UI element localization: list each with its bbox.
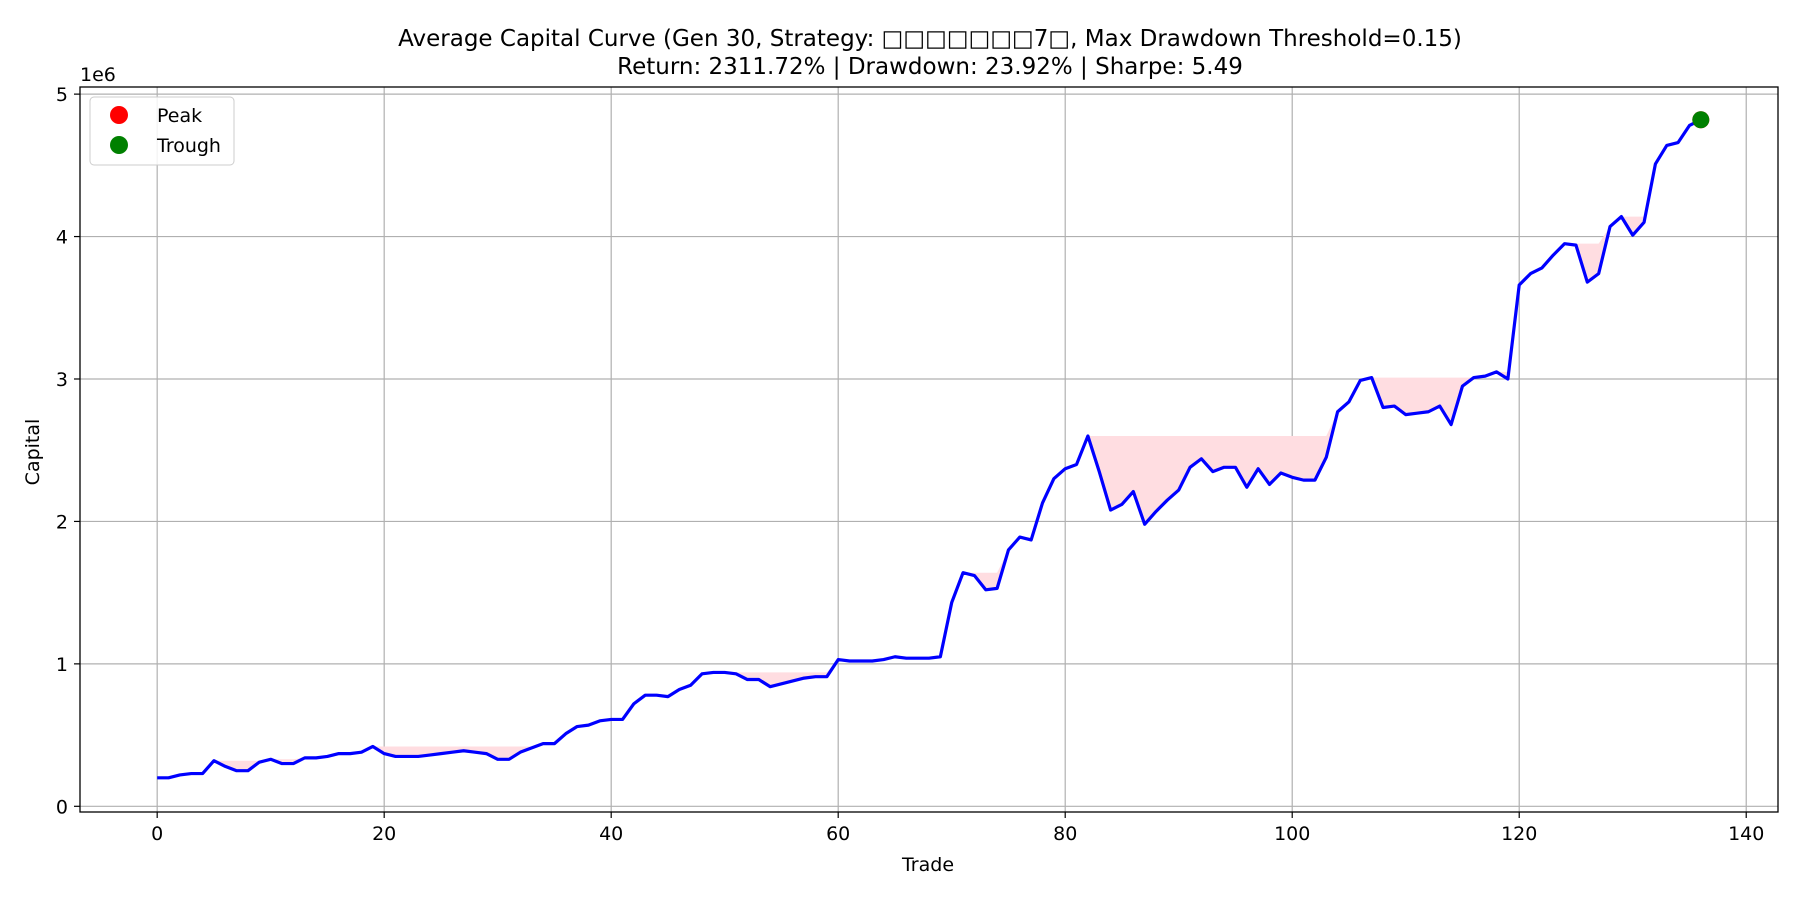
grid [80, 87, 1778, 812]
y-tick-label: 2 [56, 511, 68, 533]
y-axis-ticks: 0 1 2 3 4 5 [56, 84, 80, 818]
trough-marker [1692, 111, 1710, 129]
y-offset-label: 1e6 [80, 64, 116, 86]
capital-line-layer [157, 118, 1702, 780]
plot-area [79, 86, 1779, 813]
x-tick-label: 100 [1274, 823, 1310, 845]
x-tick-label: 40 [599, 823, 623, 845]
legend-trough-label: Trough [156, 135, 221, 157]
capital-line [157, 118, 1702, 780]
x-tick-label: 120 [1501, 823, 1537, 845]
x-tick-label: 0 [151, 823, 163, 845]
y-tick-label: 5 [56, 84, 68, 106]
peak-trough-markers [1692, 111, 1710, 129]
x-tick-label: 60 [826, 823, 850, 845]
legend-peak-label: Peak [157, 105, 202, 127]
x-axis-label: Trade [901, 854, 954, 876]
x-tick-label: 80 [1053, 823, 1077, 845]
x-tick-label: 140 [1728, 823, 1764, 845]
y-tick-label: 3 [56, 369, 68, 391]
chart-subtitle: Return: 2311.72% | Drawdown: 23.92% | Sh… [617, 54, 1243, 80]
x-tick-label: 20 [372, 823, 396, 845]
axes-frame [79, 86, 1779, 813]
y-tick-label: 4 [56, 227, 68, 249]
y-tick-label: 1 [56, 654, 68, 676]
chart-title: Average Capital Curve (Gen 30, Strategy:… [398, 26, 1462, 52]
x-axis-ticks: 0 20 40 60 80 100 120 140 [151, 812, 1764, 845]
y-tick-label: 0 [56, 796, 68, 818]
legend-trough-marker [110, 136, 128, 154]
legend-peak-marker [110, 106, 128, 124]
legend: Peak Trough [89, 96, 235, 166]
y-axis-label: Capital [22, 419, 44, 486]
